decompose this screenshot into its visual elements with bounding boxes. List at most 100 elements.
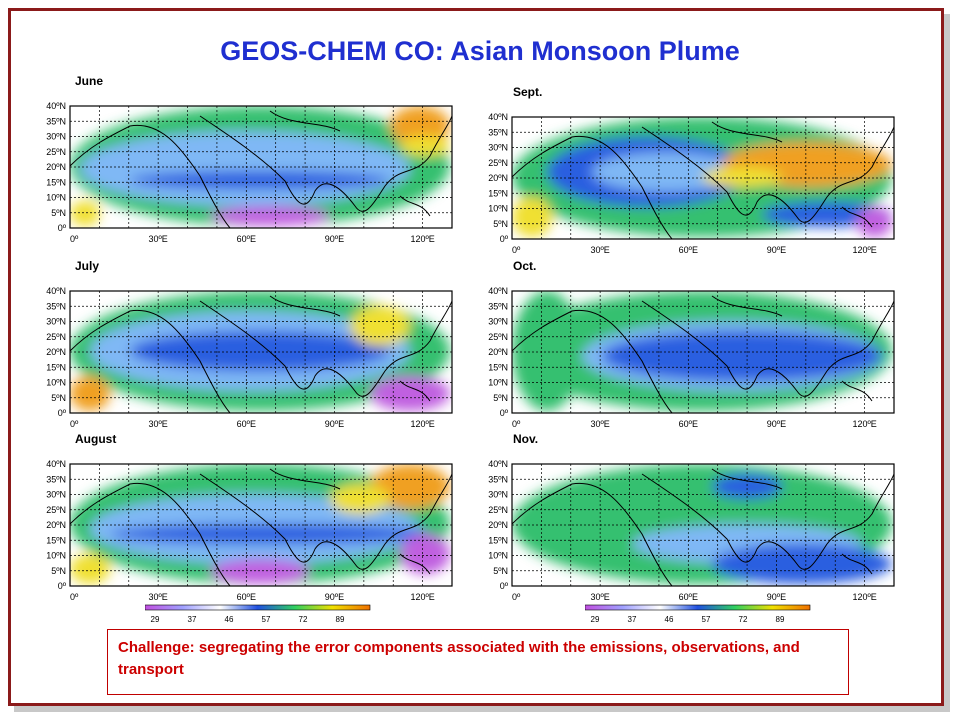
lat-tick-label: 35ºN <box>46 116 66 126</box>
panel-label-4: August <box>75 432 117 446</box>
colorbar-gradient <box>145 604 371 611</box>
lat-tick-label: 10ºN <box>488 378 508 388</box>
colorbar-tick-label: 72 <box>739 615 748 624</box>
lat-tick-label: 30ºN <box>488 490 508 500</box>
co-region <box>350 306 410 346</box>
coastline <box>512 295 894 413</box>
lat-tick-label: 35ºN <box>46 301 66 311</box>
lat-tick-label: 15ºN <box>488 188 508 198</box>
lat-tick-label: 15ºN <box>488 362 508 372</box>
colorbar-tick-label: 89 <box>336 615 345 624</box>
co-region <box>400 534 450 574</box>
lat-tick-label: 20ºN <box>488 520 508 530</box>
lat-tick-label: 40ºN <box>488 459 508 469</box>
map-border <box>511 116 895 240</box>
co-region <box>110 524 430 544</box>
lon-tick-label: 0º <box>512 419 521 429</box>
co-region <box>712 474 782 499</box>
lon-tick-label: 0º <box>512 245 521 255</box>
lat-tick-label: 25ºN <box>488 158 508 168</box>
co-field <box>512 464 894 586</box>
lat-tick-label: 0º <box>58 223 67 233</box>
co-region <box>512 291 582 411</box>
lat-tick-label: 40ºN <box>488 112 508 122</box>
colorbar-gradient <box>585 604 811 611</box>
coastline <box>512 121 894 239</box>
lat-tick-label: 20ºN <box>46 162 66 172</box>
co-region <box>70 554 110 584</box>
panel-label-1: Sept. <box>513 85 543 99</box>
challenge-box: Challenge: segregating the error compone… <box>107 629 849 695</box>
lon-tick-label: 30ºE <box>148 592 167 602</box>
lon-tick-label: 60ºE <box>679 419 698 429</box>
co-region <box>70 201 100 226</box>
lat-tick-label: 30ºN <box>46 317 66 327</box>
lon-tick-label: 30ºE <box>590 245 609 255</box>
lat-tick-label: 0º <box>58 408 67 418</box>
lat-tick-label: 20ºN <box>488 173 508 183</box>
colorbar-0: 29 37 46 57 72 89 <box>145 604 371 624</box>
map-border <box>511 463 895 587</box>
co-region <box>712 544 892 584</box>
lat-tick-label: 20ºN <box>46 520 66 530</box>
lat-tick-label: 40ºN <box>46 101 66 111</box>
lon-tick-label: 120ºE <box>852 592 876 602</box>
lat-tick-label: 40ºN <box>488 286 508 296</box>
lat-tick-label: 10ºN <box>46 378 66 388</box>
co-region <box>130 171 390 189</box>
co-region <box>857 207 892 237</box>
co-region <box>370 376 450 411</box>
lon-tick-label: 30ºE <box>148 419 167 429</box>
co-region <box>702 167 782 187</box>
slide-title: GEOS-CHEM CO: Asian Monsoon Plume <box>220 36 740 66</box>
lon-tick-label: 90ºE <box>767 419 786 429</box>
lat-tick-label: 10ºN <box>488 551 508 561</box>
co-field <box>70 106 452 228</box>
map-border <box>69 290 453 414</box>
coastline <box>70 295 452 413</box>
colorbar-tick-label: 89 <box>776 615 785 624</box>
lat-tick-label: 25ºN <box>488 332 508 342</box>
lon-tick-label: 60ºE <box>237 234 256 244</box>
panel-label-5: Nov. <box>513 432 539 446</box>
co-region <box>370 464 450 509</box>
lat-tick-label: 0º <box>500 234 509 244</box>
co-region <box>512 197 552 237</box>
lon-tick-label: 0º <box>70 234 79 244</box>
lat-tick-label: 5ºN <box>493 219 508 229</box>
lon-tick-label: 90ºE <box>325 234 344 244</box>
co-field <box>512 117 894 239</box>
lon-tick-label: 90ºE <box>325 419 344 429</box>
lat-tick-label: 0º <box>500 581 509 591</box>
lon-tick-label: 30ºE <box>590 592 609 602</box>
lat-tick-label: 35ºN <box>488 301 508 311</box>
coastline <box>70 468 452 586</box>
co-field <box>70 291 452 413</box>
lat-tick-label: 0º <box>58 581 67 591</box>
lat-tick-label: 10ºN <box>46 193 66 203</box>
lat-tick-label: 30ºN <box>488 143 508 153</box>
lat-tick-label: 5ºN <box>51 208 66 218</box>
lat-tick-label: 40ºN <box>46 459 66 469</box>
lat-tick-label: 25ºN <box>46 505 66 515</box>
lat-tick-label: 0º <box>500 408 509 418</box>
lat-tick-label: 35ºN <box>488 474 508 484</box>
co-field <box>70 464 452 586</box>
panel-label-3: Oct. <box>513 259 537 273</box>
colorbar-tick-label: 72 <box>299 615 308 624</box>
lat-tick-label: 15ºN <box>488 535 508 545</box>
lon-tick-label: 120ºE <box>852 419 876 429</box>
lon-tick-label: 60ºE <box>679 245 698 255</box>
lon-tick-label: 90ºE <box>325 592 344 602</box>
map-border <box>69 463 453 587</box>
lat-tick-label: 35ºN <box>488 127 508 137</box>
lon-tick-label: 120ºE <box>410 592 434 602</box>
lat-tick-label: 20ºN <box>46 347 66 357</box>
lat-tick-label: 5ºN <box>493 566 508 576</box>
lon-tick-label: 120ºE <box>410 234 434 244</box>
lat-tick-label: 30ºN <box>46 490 66 500</box>
co-region <box>390 106 450 146</box>
lon-tick-label: 30ºE <box>590 419 609 429</box>
colorbar-tick-label: 46 <box>665 615 674 624</box>
